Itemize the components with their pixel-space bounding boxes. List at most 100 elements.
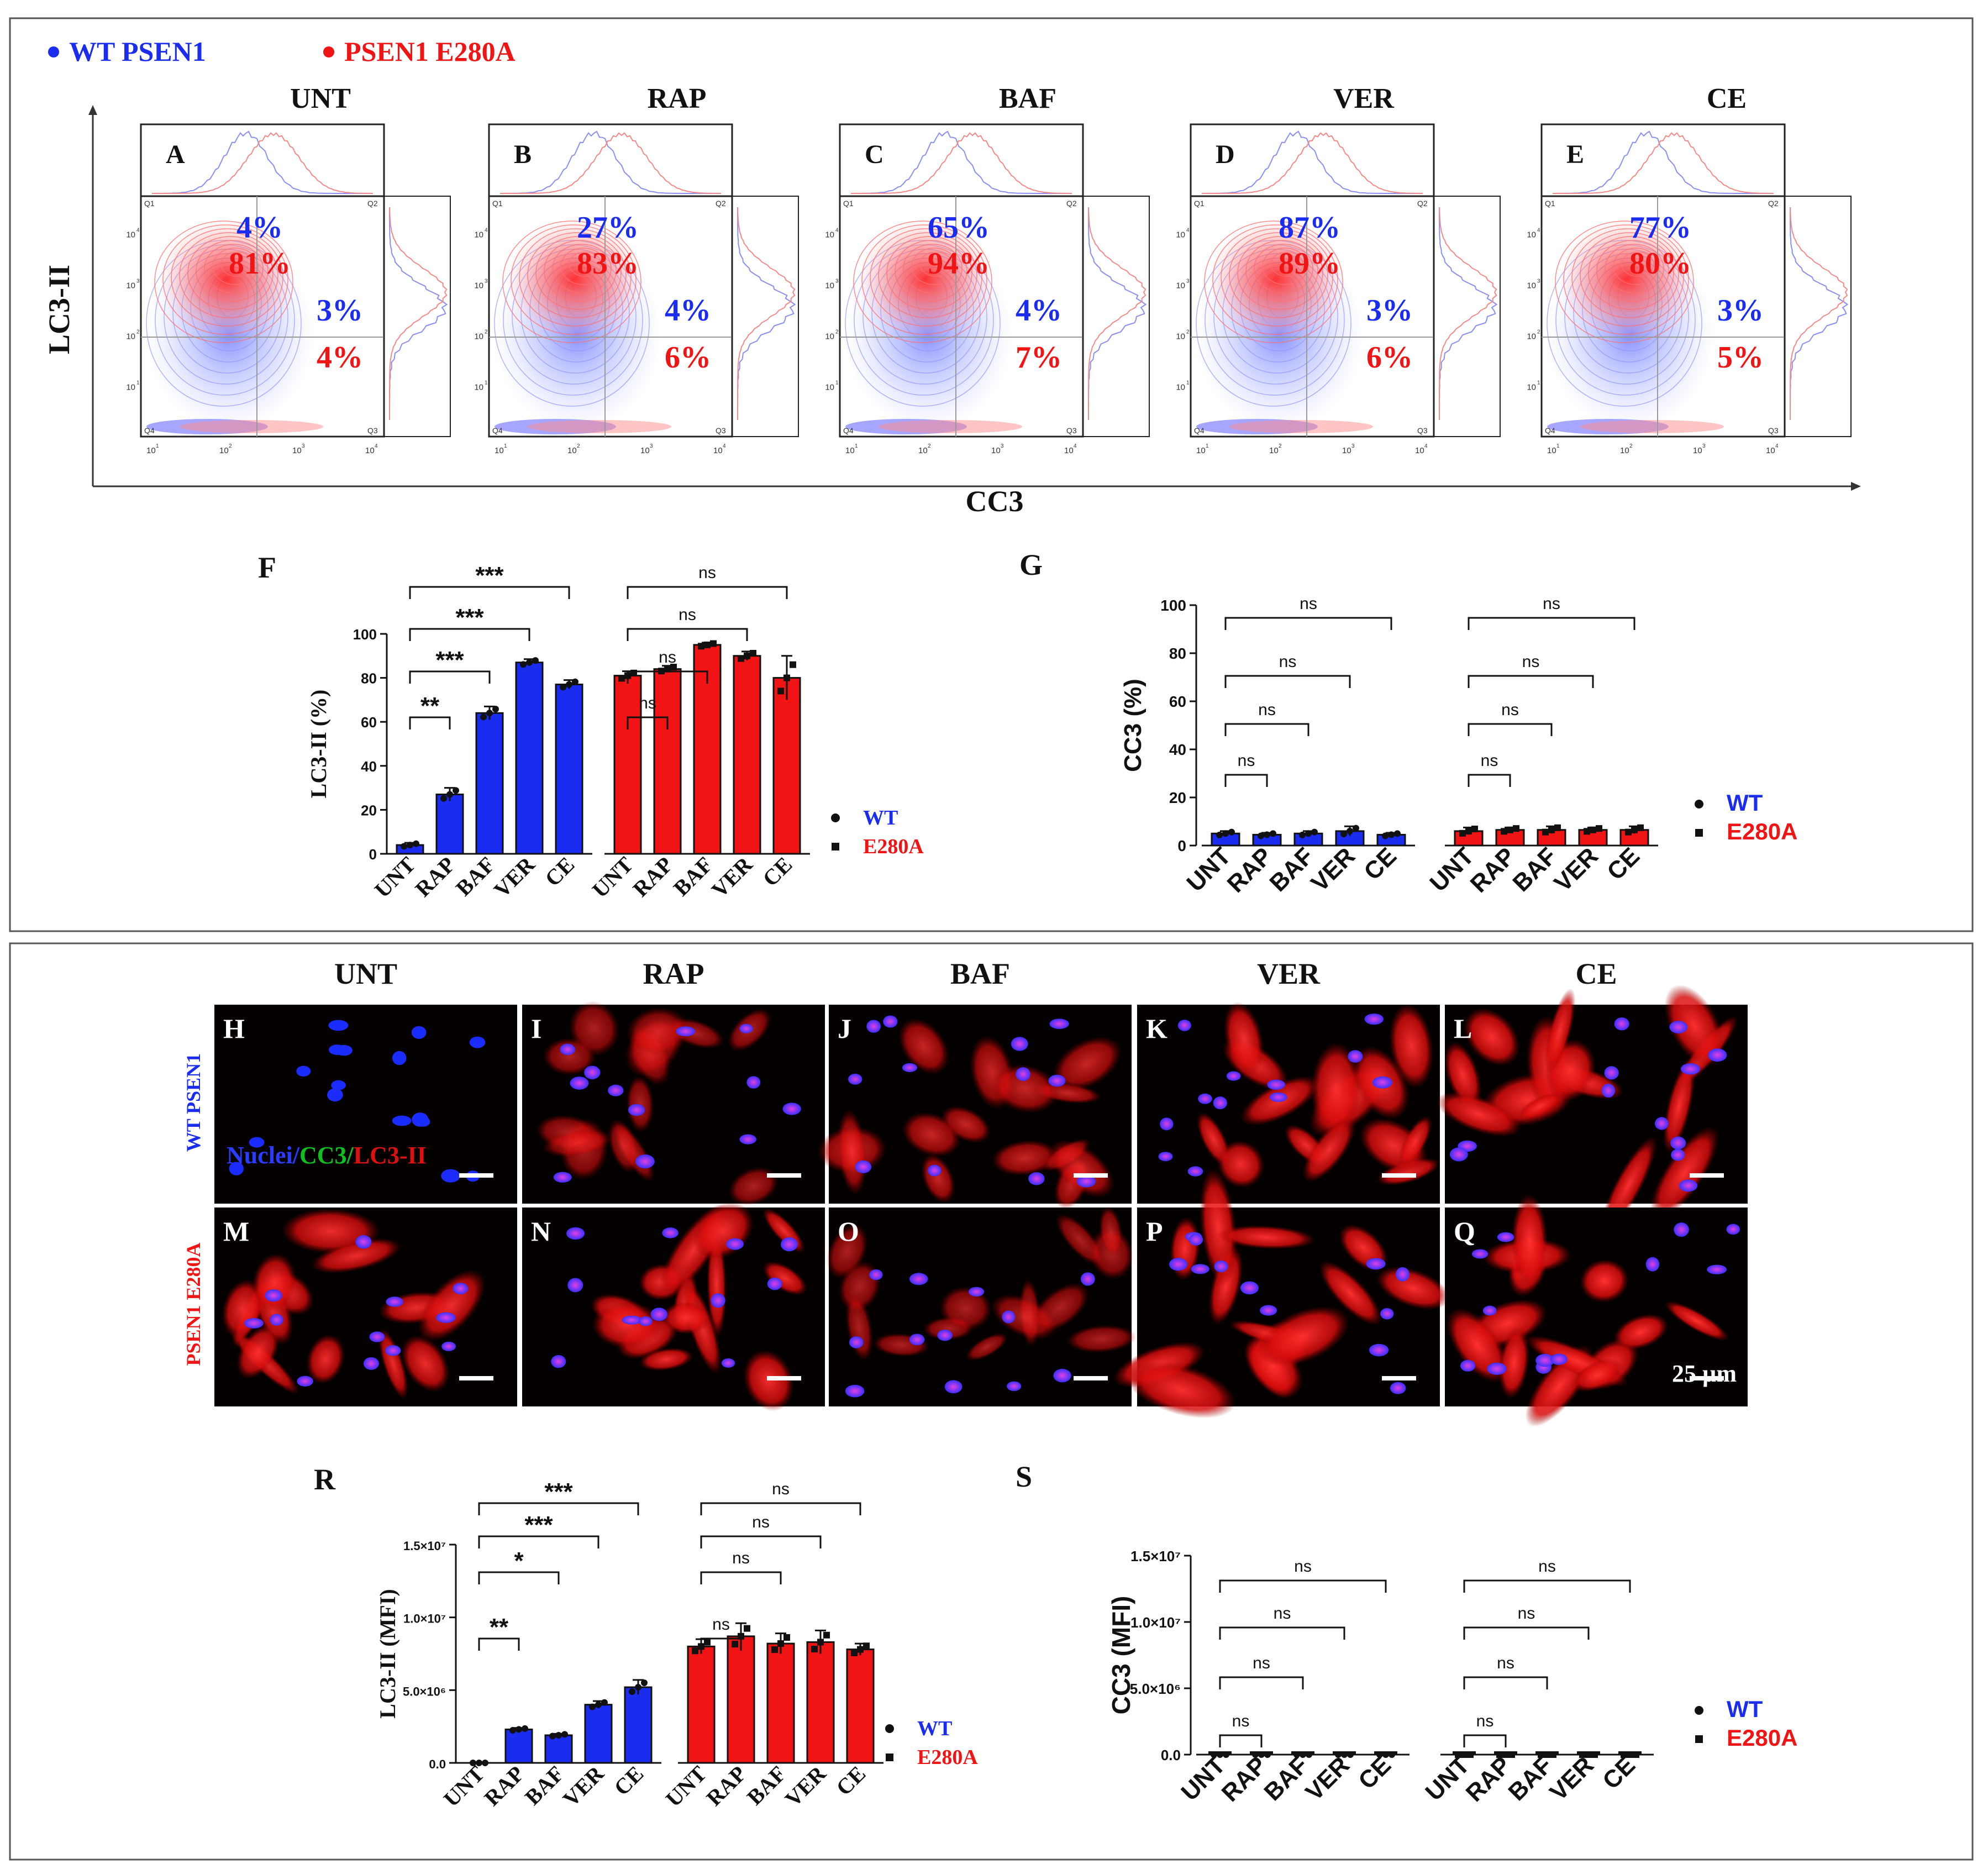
micro-cell-lc3 [743, 1350, 794, 1411]
micro-stain-cc3: CC3/ [299, 1142, 354, 1169]
micro-nucleus [560, 1043, 575, 1056]
chart-x-tick-label: UNT [661, 1761, 712, 1812]
chart-legend-wt-label: WT [863, 806, 898, 830]
chart-panel-letter: S [1016, 1460, 1032, 1493]
flow-x-tick-label: 10 [1693, 446, 1702, 455]
flow-panel-title: RAP [648, 83, 707, 114]
micro-image-background [214, 1005, 517, 1204]
chart-significance-label: ns [1481, 752, 1498, 770]
flow-y-tick-label: 10 [126, 230, 135, 240]
chart-comparison-bracket [627, 628, 748, 641]
chart-x-tick-label: RAP [1461, 1751, 1516, 1807]
micro-panel-letter: L [1454, 1013, 1472, 1044]
micro-nucleus [1460, 1359, 1476, 1372]
micro-nucleus [883, 1015, 898, 1028]
chart-data-point [555, 1731, 562, 1739]
micro-scale-bar [1690, 1376, 1724, 1380]
micro-cell-lc3 [939, 1286, 992, 1331]
micro-image-M: M [214, 1208, 517, 1406]
chart-significance-label: ns [732, 1549, 750, 1567]
flow-panel-title: CE [1707, 83, 1747, 114]
chart-data-point [1258, 832, 1264, 839]
chart-data-point [1264, 1751, 1271, 1758]
flow-contour-ring-e280a [1229, 232, 1328, 318]
flow-contour-ring-e280a [196, 240, 269, 302]
chart-comparison-bracket [1468, 617, 1635, 630]
flow-contour-ring-e280a [903, 244, 963, 293]
micro-nucleus [1680, 1063, 1700, 1075]
micro-nucleus [385, 1345, 401, 1356]
flow-q3-label: Q3 [1066, 426, 1077, 435]
flow-contour-ring-e280a [1596, 240, 1669, 302]
micro-cell-lc3 [542, 1129, 612, 1157]
chart-comparison-bracket [627, 670, 708, 684]
chart-x-tick-label: RAP [1222, 842, 1277, 897]
flow-x-tick-exp: 4 [723, 443, 726, 449]
chart-significance-label: ns [772, 1480, 790, 1498]
chart-data-point [1258, 1751, 1265, 1758]
micro-nucleus [570, 1077, 589, 1090]
micro-cell-lc3 [728, 1167, 779, 1206]
flow-q2-wt-percent: 27% [577, 211, 639, 245]
chart-data-point [1538, 1751, 1544, 1758]
micro-nucleus [1080, 1272, 1095, 1286]
flow-y-tick-label: 10 [825, 332, 834, 342]
micro-cell-lc3 [1319, 1261, 1382, 1325]
chart-x-tick-label: UNT [1176, 1751, 1230, 1806]
flow-right-histogram-e280a [1439, 207, 1497, 420]
chart-data-point [1382, 832, 1389, 839]
micro-nucleus [909, 1273, 928, 1285]
micro-cell-lc3 [898, 1018, 949, 1075]
micro-nucleus [782, 1102, 801, 1115]
chart-x-tick-label: BAF [1264, 842, 1319, 897]
micro-scale-bar [459, 1173, 493, 1178]
flow-contour-ring-e280a [861, 224, 987, 335]
chart-data-point [1554, 824, 1561, 831]
flow-q2-e280a-percent: 80% [1629, 246, 1691, 281]
flow-right-histogram-e280a [389, 207, 448, 420]
chart-y-tick-label: 5.0×10⁶ [403, 1684, 446, 1698]
micro-stain-lc3: LC3-II [354, 1142, 427, 1169]
chart-x-tick-label: RAP [1465, 842, 1521, 897]
micro-cell-lc3 [378, 1329, 408, 1399]
flow-x-tick-label: 10 [1269, 446, 1279, 455]
chart-data-point [670, 664, 677, 671]
micro-nucleus [1390, 1382, 1406, 1394]
flow-y-tick-label: 10 [126, 383, 135, 392]
chart-bar [475, 712, 504, 855]
chart-significance-label: *** [435, 647, 464, 674]
micro-cell-lc3 [401, 1335, 450, 1392]
micro-nucleus [866, 1020, 881, 1033]
micro-cell-lc3 [639, 1348, 693, 1371]
flow-x-tick-label: 10 [713, 446, 723, 455]
micro-nucleus [1269, 1092, 1287, 1102]
chart-data-point [1270, 830, 1276, 837]
top-legend: WT PSEN1 PSEN1 E280A [48, 36, 516, 67]
chart-data-point [486, 710, 493, 717]
flow-top-histogram-e280a [1202, 132, 1423, 194]
chart-y-tick-label: 40 [1169, 741, 1186, 758]
chart-data-point [595, 1701, 602, 1708]
chart-x-tick-label: VER [780, 1761, 831, 1812]
flow-right-histogram-wt [388, 207, 448, 420]
chart-data-point [857, 1646, 864, 1653]
chart-data-point [526, 659, 533, 666]
flow-y-tick-label: 10 [1176, 230, 1185, 240]
flow-x-tick-label: 10 [1196, 446, 1206, 455]
micro-nucleus [721, 1358, 735, 1368]
micro-cell-lc3 [1099, 1206, 1123, 1257]
chart-significance-label: ns [1274, 1604, 1291, 1623]
micro-nucleus [270, 1314, 283, 1326]
chart-bar [544, 1734, 573, 1764]
flow-x-tick-exp: 2 [1629, 443, 1633, 449]
flow-top-histogram-wt [1202, 130, 1423, 195]
flow-contour-ring-e280a [502, 221, 641, 343]
chart-data-point [522, 1725, 528, 1732]
chart-data-point [744, 1625, 750, 1632]
chart-data-point [1264, 831, 1270, 838]
flow-top-histogram-wt [851, 130, 1072, 195]
legend-e280a-dot [323, 46, 334, 57]
chart-data-point [1596, 825, 1602, 832]
micro-nucleus [927, 1164, 942, 1177]
chart-significance-label: *** [455, 604, 484, 631]
